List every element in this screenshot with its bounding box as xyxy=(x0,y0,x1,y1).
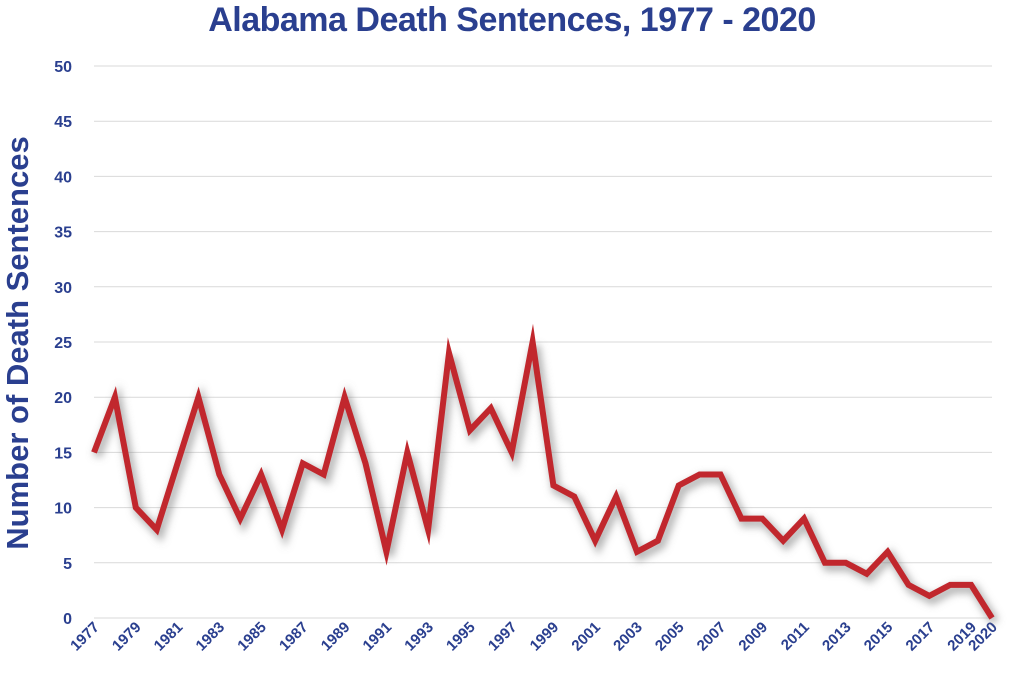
x-tick-label: 2001 xyxy=(568,619,604,655)
x-tick-label: 1977 xyxy=(67,619,103,655)
data-point xyxy=(781,538,786,543)
data-point xyxy=(488,406,493,411)
y-tick-label: 15 xyxy=(54,445,72,462)
data-point xyxy=(697,472,702,477)
x-tick-label: 1991 xyxy=(360,619,396,655)
x-tick-label: 1985 xyxy=(234,619,270,655)
gridlines xyxy=(94,65,992,619)
y-tick-label: 45 xyxy=(54,114,72,131)
data-point xyxy=(447,351,452,356)
y-tick-label: 10 xyxy=(54,501,72,518)
data-point xyxy=(739,516,744,521)
x-tick-label: 1999 xyxy=(527,619,563,655)
data-point xyxy=(405,450,410,455)
data-point xyxy=(655,538,660,543)
x-tick-label: 2017 xyxy=(903,619,939,655)
y-tick-label: 30 xyxy=(54,280,72,297)
x-tick-label: 2011 xyxy=(778,619,813,654)
x-tick-label: 1993 xyxy=(401,619,437,655)
y-tick-label: 0 xyxy=(63,611,72,628)
x-tick-label: 2013 xyxy=(819,619,855,655)
data-point xyxy=(154,527,159,532)
x-tick-label: 2009 xyxy=(735,619,771,655)
data-point xyxy=(843,560,848,565)
data-point xyxy=(948,582,953,587)
x-tick-label: 1983 xyxy=(193,619,229,655)
y-tick-label: 50 xyxy=(54,59,72,76)
data-point xyxy=(133,505,138,510)
data-point xyxy=(259,472,264,477)
data-point xyxy=(321,472,326,477)
chart-title: Alabama Death Sentences, 1977 - 2020 xyxy=(208,1,816,39)
data-point xyxy=(509,450,514,455)
data-point xyxy=(196,395,201,400)
data-point xyxy=(990,616,995,621)
data-point xyxy=(426,527,431,532)
x-tick-label: 1997 xyxy=(485,619,521,655)
data-point xyxy=(363,461,368,466)
x-tick-label: 1995 xyxy=(443,619,479,655)
data-point xyxy=(634,549,639,554)
y-axis-ticks: 0 5 10 15 20 25 30 35 40 45 50 xyxy=(54,59,72,628)
data-point xyxy=(551,483,556,488)
data-point xyxy=(906,582,911,587)
data-point xyxy=(676,483,681,488)
data-point xyxy=(92,450,97,455)
y-tick-label: 5 xyxy=(63,556,72,573)
data-point xyxy=(300,461,305,466)
data-point xyxy=(802,516,807,521)
x-tick-label: 2005 xyxy=(652,619,688,655)
data-point xyxy=(864,571,869,576)
y-tick-label: 25 xyxy=(54,335,72,352)
data-point xyxy=(217,472,222,477)
data-point xyxy=(614,494,619,499)
y-tick-label: 20 xyxy=(54,390,72,407)
x-tick-label: 1987 xyxy=(276,619,312,655)
data-point xyxy=(175,461,180,466)
data-point xyxy=(593,538,598,543)
data-point xyxy=(530,340,535,345)
y-tick-label: 35 xyxy=(54,225,72,242)
data-point xyxy=(467,428,472,433)
data-point xyxy=(342,395,347,400)
x-tick-label: 1979 xyxy=(109,619,145,655)
x-tick-label: 2007 xyxy=(694,619,730,655)
x-tick-label: 2015 xyxy=(861,619,897,655)
series-layer xyxy=(91,323,999,625)
y-axis-label: Number of Death Sentences xyxy=(0,136,35,549)
data-point xyxy=(384,549,389,554)
data-point xyxy=(927,593,932,598)
x-axis-ticks: 1977 1979 1981 1983 1985 1987 1989 1991 1993 1995… xyxy=(67,619,1001,655)
x-tick-label: 2003 xyxy=(610,619,646,655)
data-point xyxy=(238,516,243,521)
x-tick-label: 1989 xyxy=(318,619,354,655)
data-point xyxy=(279,527,284,532)
data-point xyxy=(822,560,827,565)
data-point xyxy=(969,582,974,587)
series-line xyxy=(91,323,995,620)
data-point xyxy=(572,494,577,499)
series-line-shadow xyxy=(92,345,999,625)
x-tick-label: 1981 xyxy=(151,619,187,655)
data-point xyxy=(760,516,765,521)
y-tick-label: 40 xyxy=(54,169,72,186)
data-point xyxy=(885,549,890,554)
data-point xyxy=(718,472,723,477)
data-point xyxy=(112,395,117,400)
